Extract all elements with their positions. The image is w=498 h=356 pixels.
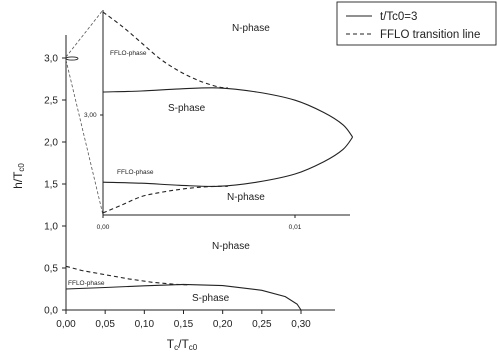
annotation-inset-n-phase-bottom: N-phase <box>227 192 265 203</box>
zoom-loop-marker <box>65 56 79 61</box>
x-tick-label: 0,10 <box>135 319 155 330</box>
x-tick-label: 0,30 <box>291 319 311 330</box>
x-tick-label: 0,20 <box>213 319 233 330</box>
y-axis-title: h/Tc0 <box>11 163 26 189</box>
inset-x-tick-label: 0,00 <box>97 224 110 231</box>
y-tick-label: 2,0 <box>44 138 58 149</box>
inset-dashed-lower-curve <box>102 185 228 214</box>
annotation-inset-s-phase: S-phase <box>168 103 206 114</box>
legend-label-solid: t/Tc0=3 <box>380 11 417 23</box>
y-tick-label: 2,5 <box>44 96 58 107</box>
legend-box <box>336 1 497 46</box>
main-dashed-curve <box>65 265 188 286</box>
annotation-main-n-phase: N-phase <box>212 241 250 252</box>
x-tick-label: 0,05 <box>95 319 115 330</box>
y-tick-label: 0,5 <box>44 264 58 275</box>
x-tick-label: 0,15 <box>174 319 194 330</box>
zoom-connector-top <box>65 9 104 58</box>
annotation-inset-fflo-phase-top: FFLO-phase <box>110 50 147 57</box>
legend-label-dashed: FFLO transition line <box>380 29 480 41</box>
inset-background <box>103 10 350 215</box>
x-axis-title: Tc/Tc0 <box>167 337 198 352</box>
main-ticks: 0,00 0,05 0,10 0,15 0,20 0,25 0,30 0,0 0,5 1,0 1,5… <box>44 54 311 331</box>
legend: t/Tc0=3 FFLO transition line <box>336 1 497 46</box>
inset-dashed-upper-curve <box>102 11 228 89</box>
annotation-inset-n-phase-top: N-phase <box>232 23 270 34</box>
y-tick-label: 1,0 <box>44 222 58 233</box>
main-solid-curve <box>65 283 302 311</box>
inset-solid-upper-curve <box>102 87 354 138</box>
zoom-connector-bottom <box>65 59 104 216</box>
inset-y-tick-label: 3,00 <box>84 112 97 119</box>
y-tick-label: 0,0 <box>44 306 58 317</box>
x-tick-label: 0,25 <box>252 319 272 330</box>
annotation-inset-fflo-phase-bottom: FFLO-phase <box>117 169 154 176</box>
y-tick-label: 3,0 <box>44 54 58 65</box>
inset-x-tick-label: 0,01 <box>289 224 302 231</box>
annotation-main-fflo-phase: FFLO-phase <box>68 280 105 287</box>
x-tick-label: 0,00 <box>56 319 76 330</box>
annotation-main-s-phase: S-phase <box>192 293 230 304</box>
inset-ticks: 0,00 0,01 3,00 <box>84 112 302 231</box>
inset-solid-lower-curve <box>102 136 354 187</box>
y-tick-label: 1,5 <box>44 180 58 191</box>
